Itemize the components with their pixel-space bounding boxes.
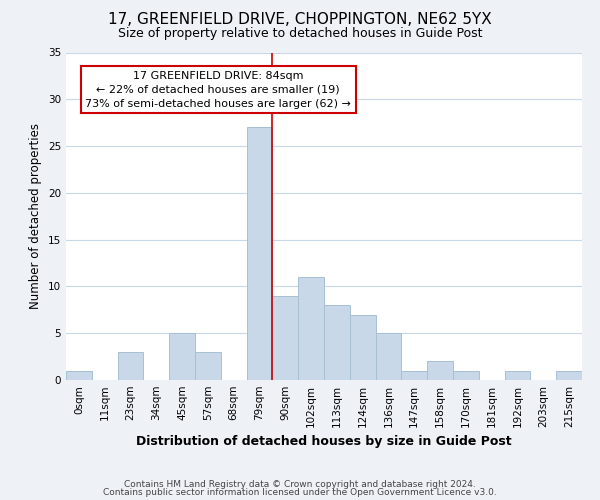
Bar xyxy=(505,370,530,380)
Text: 17 GREENFIELD DRIVE: 84sqm
← 22% of detached houses are smaller (19)
73% of semi: 17 GREENFIELD DRIVE: 84sqm ← 22% of deta… xyxy=(85,70,351,108)
Text: Contains public sector information licensed under the Open Government Licence v3: Contains public sector information licen… xyxy=(103,488,497,497)
Bar xyxy=(272,296,298,380)
Text: 17, GREENFIELD DRIVE, CHOPPINGTON, NE62 5YX: 17, GREENFIELD DRIVE, CHOPPINGTON, NE62 … xyxy=(108,12,492,28)
Bar xyxy=(298,277,324,380)
Bar xyxy=(453,370,479,380)
Bar xyxy=(401,370,427,380)
Text: Contains HM Land Registry data © Crown copyright and database right 2024.: Contains HM Land Registry data © Crown c… xyxy=(124,480,476,489)
Bar xyxy=(66,370,92,380)
Bar xyxy=(427,362,453,380)
X-axis label: Distribution of detached houses by size in Guide Post: Distribution of detached houses by size … xyxy=(136,436,512,448)
Bar xyxy=(195,352,221,380)
Bar xyxy=(118,352,143,380)
Bar xyxy=(376,333,401,380)
Bar xyxy=(556,370,582,380)
Text: Size of property relative to detached houses in Guide Post: Size of property relative to detached ho… xyxy=(118,28,482,40)
Bar xyxy=(350,314,376,380)
Bar xyxy=(169,333,195,380)
Bar xyxy=(247,128,272,380)
Y-axis label: Number of detached properties: Number of detached properties xyxy=(29,123,43,309)
Bar xyxy=(324,305,350,380)
